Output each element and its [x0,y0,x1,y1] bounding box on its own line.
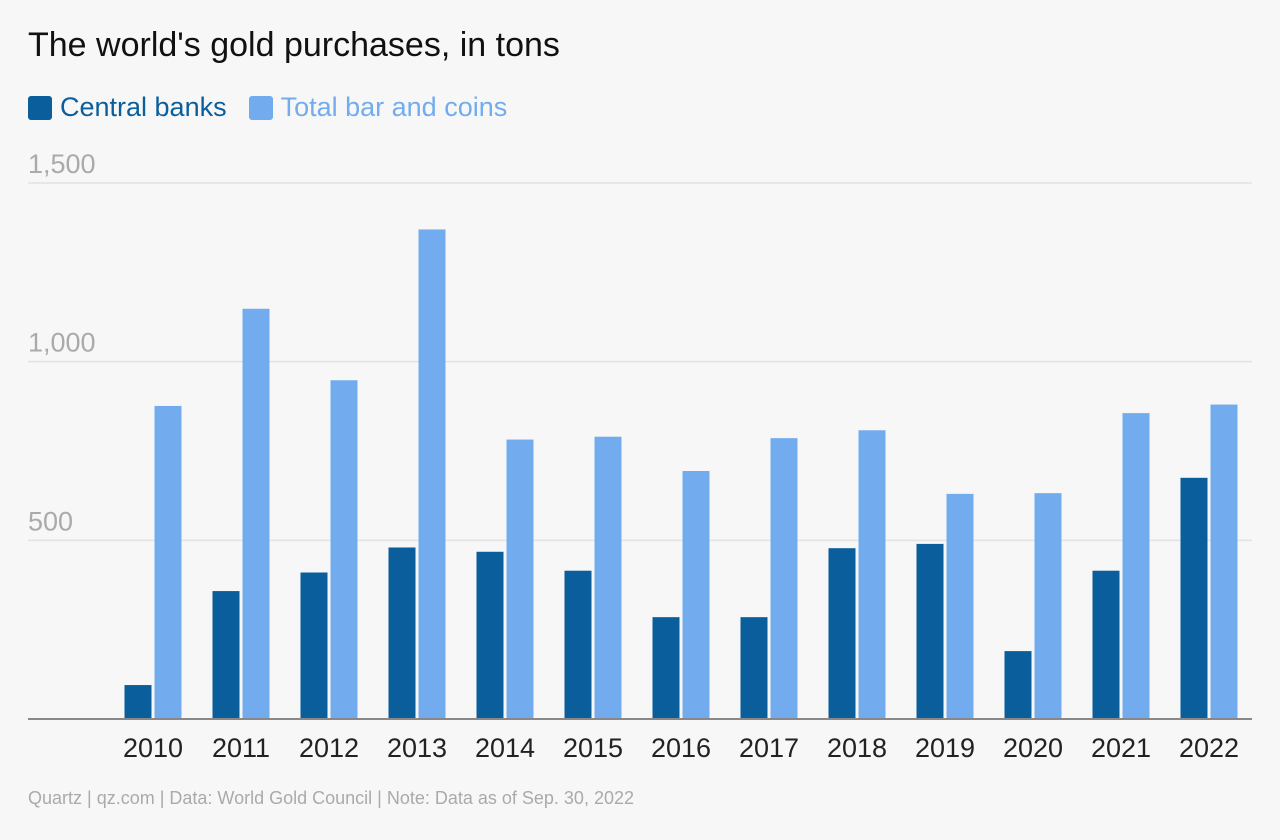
bar-central-banks [740,617,768,719]
source-note: Quartz | qz.com | Data: World Gold Counc… [28,788,634,808]
legend-item-central-banks: Central banks [28,92,227,123]
chart-legend: Central banks Total bar and coins [28,92,507,123]
x-tick-label: 2016 [651,733,711,763]
bar-chart: 1,500 1,000 500 2010 2011 2012 2013 2014 2015 201… [28,149,1252,763]
bar-central-banks [1004,651,1032,719]
bar-total-bar-and-coins [946,493,974,719]
bar-total-bar-and-coins [242,308,270,719]
x-tick-label: 2010 [123,733,183,763]
x-tick-label: 2018 [827,733,887,763]
x-tick-label: 2015 [563,733,623,763]
bar-central-banks [564,570,592,719]
bar-central-banks [124,685,152,719]
bar-total-bar-and-coins [682,471,710,719]
bar-central-banks [388,547,416,719]
bar-central-banks [828,548,856,719]
bar-total-bar-and-coins [418,229,446,719]
y-tick-label: 1,000 [28,328,96,358]
bar-central-banks [1180,477,1208,719]
legend-item-total-bar-and-coins: Total bar and coins [248,92,508,123]
bar-central-banks [300,572,328,719]
x-tick-label: 2017 [739,733,799,763]
legend-swatch-total-bar-and-coins [248,95,273,120]
bar-total-bar-and-coins [594,436,622,719]
y-tick-label: 500 [28,506,73,536]
legend-swatch-central-banks [28,95,52,120]
x-tick-label: 2012 [299,733,359,763]
legend-label-central-banks: Central banks [60,92,227,122]
bar-central-banks [652,617,680,719]
x-tick-label: 2013 [387,733,447,763]
bar-total-bar-and-coins [154,405,182,719]
legend-label-total-bar-and-coins: Total bar and coins [280,92,508,122]
bar-total-bar-and-coins [858,430,886,719]
bar-total-bar-and-coins [1210,404,1238,719]
bar-total-bar-and-coins [506,439,534,719]
bar-total-bar-and-coins [330,380,358,719]
x-tick-label: 2011 [212,733,270,763]
x-tick-label: 2021 [1091,733,1151,763]
bar-central-banks [476,551,504,719]
bar-central-banks [916,543,944,719]
bar-central-banks [212,591,240,719]
x-tick-label: 2014 [475,733,535,763]
bar-total-bar-and-coins [770,438,798,719]
chart-title: The world's gold purchases, in tons [28,26,560,64]
y-tick-label: 1,500 [28,149,96,179]
bar-total-bar-and-coins [1034,493,1062,719]
x-tick-label: 2019 [915,733,975,763]
bar-central-banks [1092,570,1120,719]
bar-total-bar-and-coins [1122,413,1150,719]
x-tick-label: 2020 [1003,733,1063,763]
x-tick-label: 2022 [1179,733,1239,763]
